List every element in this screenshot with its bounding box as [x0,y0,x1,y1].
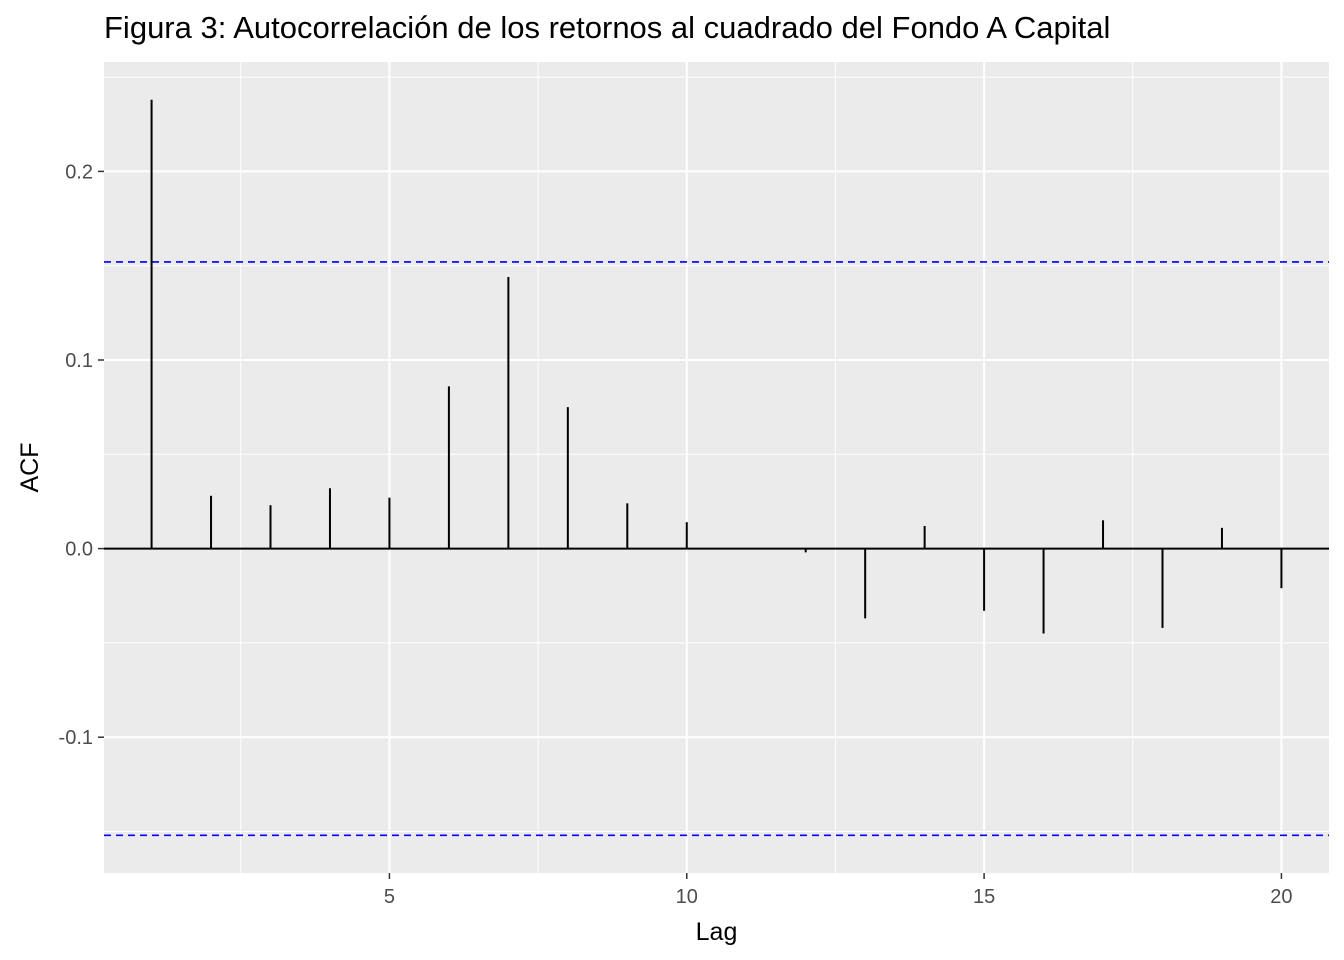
x-axis-title: Lag [696,918,738,946]
y-tick-label: 0.0 [65,539,93,561]
confidence-bounds [104,261,1329,837]
x-tick-label: 5 [384,886,395,908]
acf-bars [150,99,1283,634]
x-tick-label: 10 [676,886,698,908]
y-tick-label: 0.1 [65,350,93,372]
x-tick-label: 15 [973,886,995,908]
plot-panel [104,62,1329,873]
chart-title: Figura 3: Autocorrelación de los retorno… [104,10,1111,45]
x-tick-label: 20 [1270,886,1292,908]
y-tick-label: 0.2 [65,161,93,183]
y-axis-title: ACF [16,443,44,493]
x-axis: 5 10 15 20 [384,873,1293,908]
y-tick-label: -0.1 [59,727,93,749]
grid-minor [104,62,1329,873]
y-axis: -0.1 0.0 0.1 0.2 [59,161,104,749]
